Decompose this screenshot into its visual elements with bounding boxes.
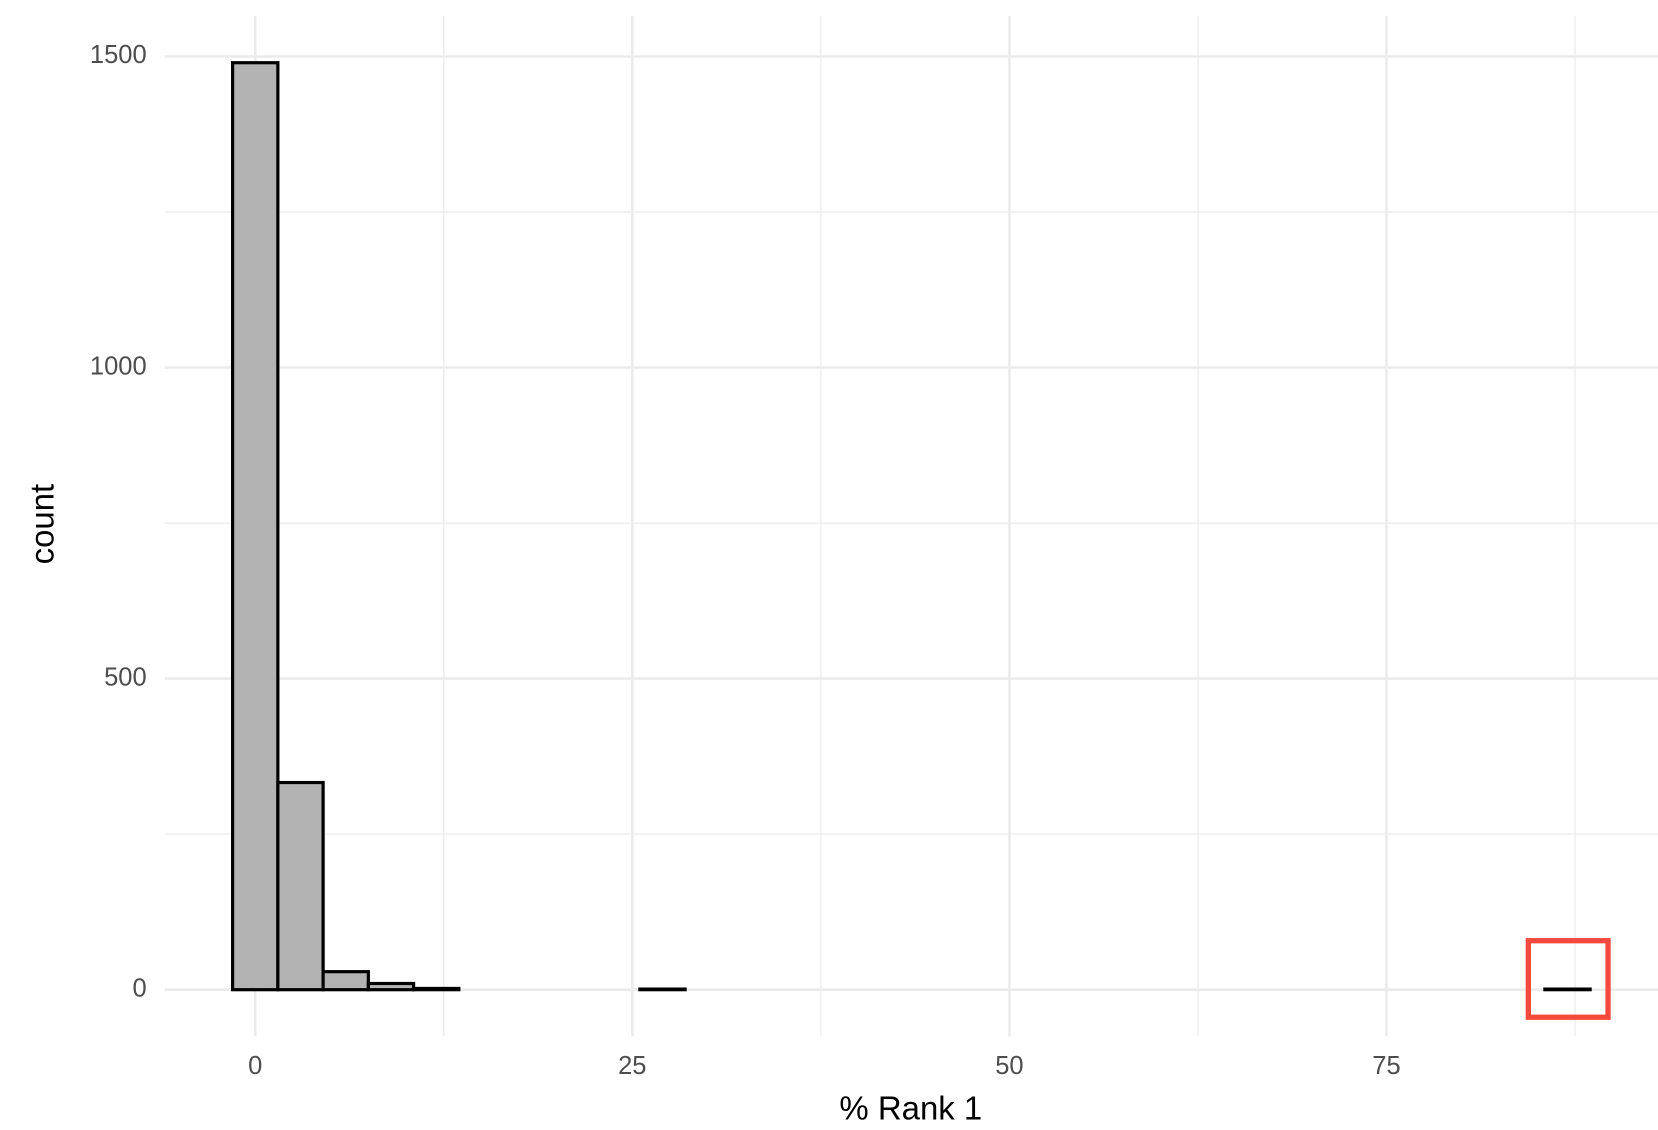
bar bbox=[1543, 987, 1592, 992]
bar bbox=[638, 987, 687, 992]
x-tick-label: 25 bbox=[618, 1052, 646, 1080]
bar bbox=[412, 986, 461, 992]
x-tick-label: 75 bbox=[1372, 1052, 1400, 1080]
bar bbox=[366, 981, 416, 992]
y-tick-label: 1000 bbox=[90, 352, 147, 380]
bar bbox=[321, 970, 370, 992]
bars bbox=[231, 61, 1592, 992]
y-tick-label: 1500 bbox=[90, 41, 147, 69]
bar bbox=[276, 780, 325, 992]
x-axis-title: % Rank 1 bbox=[839, 1089, 982, 1126]
x-tick-label: 50 bbox=[995, 1052, 1023, 1080]
y-tick-label: 500 bbox=[104, 663, 147, 691]
bar bbox=[231, 61, 280, 992]
highlight-box bbox=[1525, 938, 1611, 1020]
grid bbox=[164, 16, 1658, 1037]
y-axis-title: count bbox=[23, 484, 60, 565]
y-tick-label: 0 bbox=[132, 974, 146, 1002]
x-tick-label: 0 bbox=[248, 1052, 262, 1080]
